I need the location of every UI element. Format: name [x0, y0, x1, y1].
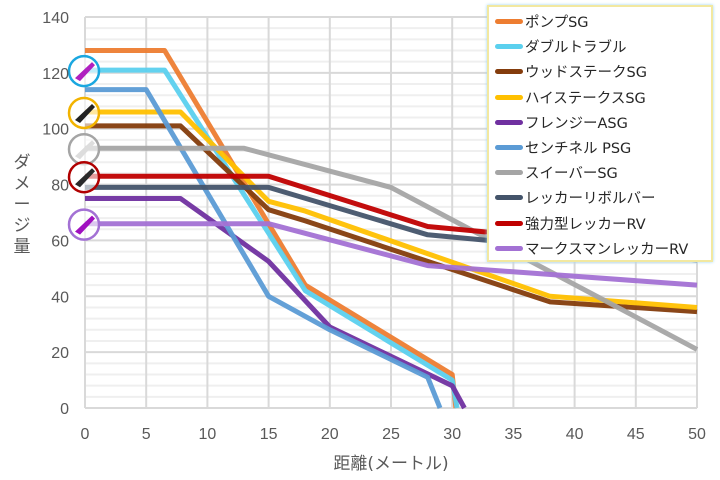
- series-line-4: [85, 196, 467, 410]
- series-line-3: [85, 109, 698, 310]
- legend: ポンプSG ダブルトラブルウッドステークSG ハイステークスSG フレンジーASG セン…: [487, 5, 713, 262]
- series-line-6: [85, 145, 699, 352]
- series-line-2: [85, 123, 698, 315]
- y-tick-label: 120: [42, 66, 69, 83]
- weapon-glyph: [75, 103, 95, 123]
- legend-item: ウッドステークSG: [495, 59, 711, 84]
- legend-swatch: [495, 119, 523, 125]
- y-tick-label: 0: [60, 401, 69, 418]
- x-tick-label: 45: [627, 426, 645, 443]
- y-tick-label: 40: [51, 289, 69, 306]
- legend-label: ハイステークスSG: [525, 90, 646, 107]
- marksman-wrecker-icon: [67, 208, 101, 241]
- x-tick-label: 20: [321, 426, 339, 443]
- legend-item: スイーバーSG: [495, 160, 711, 185]
- series-line-5: [85, 87, 443, 409]
- x-tick-label: 0: [81, 426, 90, 443]
- y-tick-label: 100: [42, 122, 69, 139]
- sweeper-icon: [67, 133, 101, 166]
- high-stakes-icon: [67, 96, 101, 130]
- x-tick-label: 40: [566, 426, 584, 443]
- x-tick-label: 10: [199, 426, 217, 443]
- legend-label: フレンジーASG: [525, 115, 628, 132]
- x-tick-label: 30: [443, 426, 461, 443]
- legend-item: マークスマンレッカーRV: [495, 236, 711, 261]
- y-tick-label: 20: [51, 345, 69, 362]
- series-line-1: [85, 67, 460, 409]
- double-trouble-icon: [67, 54, 101, 88]
- x-axis-ticks: 0 5 10 15 20 25 30 35 40 45 50: [81, 426, 706, 443]
- x-tick-label: 25: [382, 426, 400, 443]
- weapon-glyph: [75, 140, 95, 160]
- legend-swatch: [495, 69, 523, 75]
- legend-swatch: [495, 19, 523, 25]
- legend-item: ダブルトラブル: [495, 34, 711, 59]
- legend-label: レッカーリボルバー: [525, 191, 656, 208]
- legend-swatch: [495, 145, 523, 151]
- legend-item: 強力型レッカーRV: [495, 211, 711, 236]
- y-tick-label: 60: [51, 233, 69, 250]
- y-tick-label: 80: [51, 178, 69, 195]
- legend-item: レッカーリボルバー: [495, 185, 711, 210]
- legend-swatch: [495, 170, 523, 176]
- legend-item: センチネル PSG: [495, 135, 711, 160]
- weapon-glyph: [75, 168, 95, 188]
- legend-swatch: [495, 44, 523, 50]
- x-axis-title: 距離(メートル): [333, 454, 448, 474]
- y-axis-ticks: 0 20 40 60 80 100 120 140: [42, 10, 69, 418]
- legend-label: ダブルトラブル: [525, 40, 627, 57]
- heavy-wrecker-icon: [67, 160, 101, 194]
- legend-label: 強力型レッカーRV: [525, 216, 646, 233]
- legend-item: フレンジーASG: [495, 110, 711, 135]
- y-axis-title-text: ダメージ量: [14, 153, 31, 257]
- weapon-glyph: [75, 215, 95, 235]
- legend-item: ハイステークスSG: [495, 85, 711, 110]
- x-tick-label: 35: [505, 426, 523, 443]
- legend-label: スイーバーSG: [525, 166, 618, 183]
- weapon-glyph: [75, 62, 95, 82]
- x-tick-label: 15: [260, 426, 278, 443]
- series-line-9: [85, 221, 698, 288]
- major-gridlines: [84, 16, 698, 409]
- y-axis-title: ダメージ量: [14, 153, 31, 257]
- x-tick-label: 5: [142, 426, 151, 443]
- legend-swatch: [495, 94, 523, 100]
- legend-label: ウッドステークSG: [525, 65, 647, 82]
- legend-item: ポンプSG: [495, 9, 711, 34]
- series-lines: [85, 48, 699, 410]
- legend-swatch: [495, 220, 523, 226]
- x-tick-label: 50: [688, 426, 706, 443]
- legend-label: ポンプSG: [525, 15, 589, 32]
- legend-swatch: [495, 245, 523, 251]
- legend-label: マークスマンレッカーRV: [525, 241, 689, 258]
- y-tick-label: 140: [42, 10, 69, 27]
- weapon-icons: [67, 54, 101, 241]
- legend-label: センチネル PSG: [525, 141, 632, 158]
- legend-swatch: [495, 195, 523, 201]
